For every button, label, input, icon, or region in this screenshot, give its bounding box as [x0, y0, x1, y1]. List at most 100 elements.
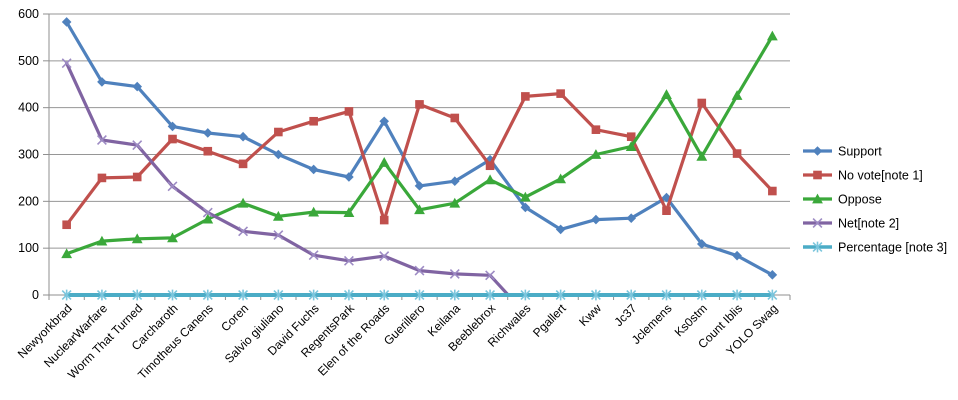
series-oppose-marker: [167, 232, 178, 243]
series-no-vote-note-1-marker: [485, 161, 495, 171]
legend-item-oppose: Oppose: [803, 193, 882, 207]
series-percentage-note-3-marker: [414, 289, 425, 301]
series-no-vote-note-1-marker: [521, 92, 530, 101]
series-support-marker: [520, 202, 531, 213]
series-net-note-2-marker: [414, 265, 425, 276]
series-percentage-note-3-marker: [132, 289, 143, 301]
y-axis-tick-label: 400: [18, 101, 39, 115]
series-no-vote-note-1-marker: [97, 173, 107, 183]
legend-item-percentage-note-3: Percentage [note 3]: [803, 241, 947, 255]
series-oppose-marker: [131, 233, 143, 244]
series-support-marker: [414, 181, 425, 191]
series-oppose-marker: [378, 157, 390, 167]
series-support-marker: [202, 128, 213, 138]
x-category-label: Pgallert: [530, 301, 569, 340]
series-oppose-marker: [237, 197, 249, 208]
series-oppose-marker: [696, 150, 708, 161]
series-support-marker: [449, 176, 460, 186]
series-oppose-marker: [590, 149, 602, 159]
x-category-label: Coren: [218, 301, 251, 334]
x-category-label: Jc37: [612, 301, 640, 329]
series-no-vote-note-1-marker: [556, 89, 565, 98]
series-support-marker: [626, 213, 637, 223]
series-net-note-2-marker: [308, 250, 319, 261]
series-support-marker: [167, 121, 178, 132]
series-percentage-note-3-marker: [238, 289, 249, 301]
series-oppose-marker: [555, 173, 567, 184]
series-no-vote-note-1-marker: [450, 113, 460, 123]
series-no-vote-note-1-marker: [238, 159, 248, 169]
legend-item-support: Support: [803, 145, 882, 159]
series-support-marker: [767, 270, 778, 280]
legend-label-percentage-note-3: Percentage [note 3]: [838, 241, 947, 255]
series-no-vote-note-1-marker: [415, 100, 424, 109]
series-no-vote-note-1-marker: [62, 220, 71, 230]
series-support-marker: [132, 81, 143, 92]
series-oppose: [61, 30, 778, 259]
series-percentage-note-3-marker: [590, 289, 601, 301]
y-axis-tick-label: 100: [18, 241, 39, 255]
series-percentage-note-3-marker: [732, 289, 743, 301]
series-support-marker: [696, 239, 707, 249]
legend: Support No vote[note 1] Oppose Net[note 2] P…: [803, 145, 947, 255]
series-net-note-2: [61, 58, 511, 295]
series-oppose-marker: [484, 174, 496, 185]
series-net-note-2-marker: [485, 270, 496, 281]
series-oppose-marker: [731, 90, 743, 100]
series-net-note-2-marker: [379, 251, 390, 262]
series-percentage-note-3-marker: [61, 289, 72, 301]
series-percentage-note-3-marker: [379, 289, 390, 301]
series-net-note-2-marker: [449, 268, 460, 279]
series-support-marker: [732, 250, 742, 261]
series-oppose-marker: [414, 204, 425, 215]
series-percentage-note-3-marker: [626, 289, 637, 301]
series-no-vote-note-1-marker: [626, 132, 636, 142]
gridlines: [49, 13, 790, 249]
series-no-vote-note-1-marker: [203, 146, 213, 156]
legend-label-no-vote-note-1: No vote[note 1]: [838, 169, 923, 183]
series-no-vote-note-1-marker: [813, 170, 822, 180]
series-net-note-2-marker: [238, 226, 249, 237]
legend-label-net-note-2: Net[note 2]: [838, 217, 899, 231]
series-oppose-marker: [766, 30, 778, 41]
series-support-marker: [661, 192, 672, 203]
series-net-note-2-line: [65, 61, 511, 295]
y-axis-tick-label: 300: [18, 148, 39, 162]
series-oppose-line: [65, 34, 774, 256]
series-no-vote-note-1-marker: [309, 116, 318, 126]
series-support-marker: [379, 116, 390, 127]
series-oppose-marker: [661, 89, 672, 99]
series-net-note-2-marker: [96, 135, 107, 145]
series-net-note-2-marker: [61, 58, 72, 69]
series-percentage-note-3-marker: [661, 289, 672, 301]
y-axis-tick-label: 600: [18, 7, 39, 21]
series-percentage-note-3-marker: [520, 289, 531, 301]
series-percentage-note-3: [61, 289, 778, 301]
series-percentage-note-3-marker: [485, 289, 496, 301]
series-net-note-2-marker: [132, 140, 143, 151]
series-oppose-marker: [812, 193, 823, 204]
series-oppose-marker: [308, 206, 320, 217]
series-no-vote-note-1: [62, 89, 777, 230]
series-support-marker: [812, 146, 823, 156]
series-no-vote-note-1-marker: [379, 215, 389, 225]
y-axis-tick-label: 200: [18, 194, 39, 208]
series-oppose-marker: [519, 191, 531, 202]
series-percentage-note-3-marker: [308, 289, 319, 301]
series-no-vote-note-1-marker: [132, 172, 142, 182]
series-no-vote-note-1-marker: [168, 134, 177, 144]
series-support-marker: [97, 77, 107, 87]
series-oppose-marker: [272, 210, 284, 221]
x-category-label: Kww: [576, 301, 604, 329]
series-net-note-2-marker: [167, 181, 178, 192]
series-no-vote-note-1-marker: [591, 125, 601, 134]
series-net-note-2-marker: [202, 207, 213, 218]
series-no-vote-note-1-marker: [732, 149, 742, 158]
y-axis-tick-label: 0: [32, 288, 39, 302]
series-percentage-note-3-marker: [202, 289, 213, 301]
legend-label-oppose: Oppose: [838, 193, 882, 207]
series-no-vote-note-1-marker: [274, 127, 283, 137]
